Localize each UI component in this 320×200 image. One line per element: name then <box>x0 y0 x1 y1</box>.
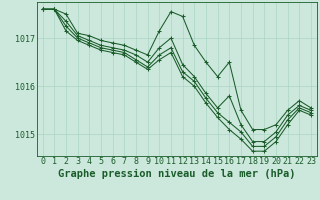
X-axis label: Graphe pression niveau de la mer (hPa): Graphe pression niveau de la mer (hPa) <box>58 169 296 179</box>
